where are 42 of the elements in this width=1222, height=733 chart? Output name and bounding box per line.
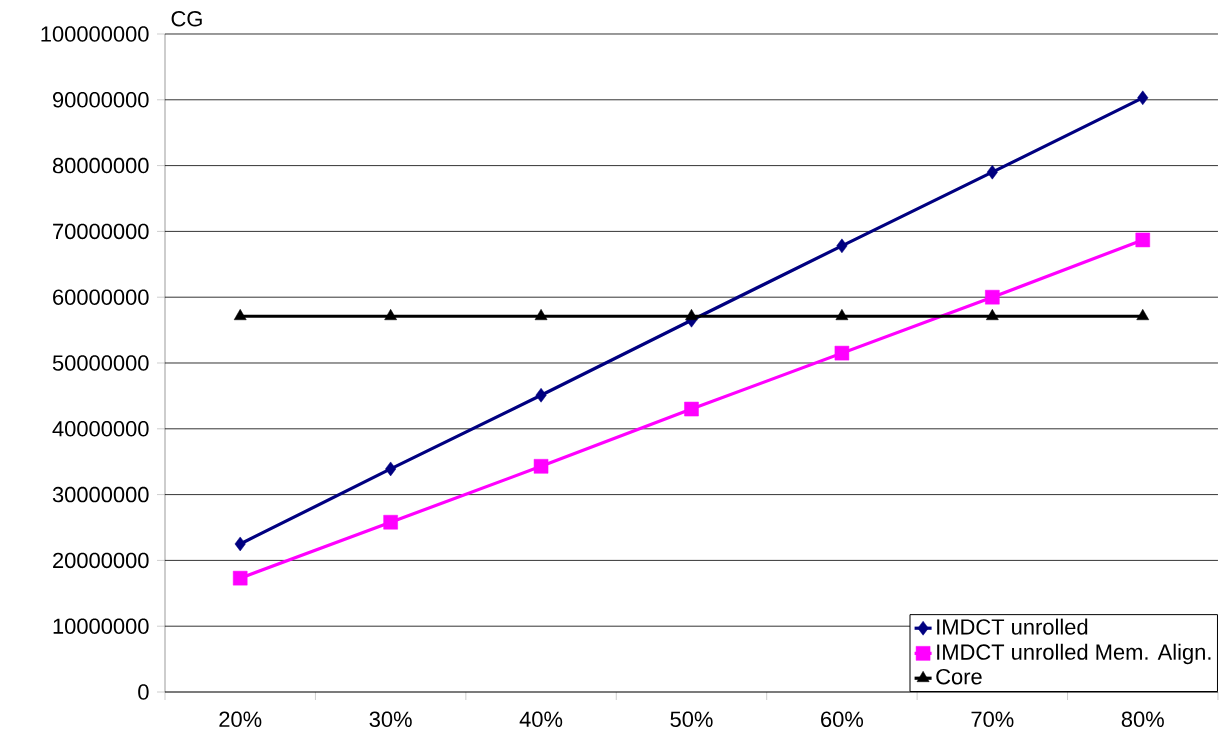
point <box>684 401 699 417</box>
y-tick-label: 70000000 <box>53 223 149 240</box>
x-tick-label: 20% <box>219 711 262 728</box>
point <box>985 289 1000 305</box>
point <box>1135 232 1150 248</box>
point <box>533 459 549 474</box>
point <box>836 238 848 254</box>
point <box>685 309 698 321</box>
x-tick-label: 30% <box>369 711 412 728</box>
point <box>234 536 246 552</box>
point <box>385 461 397 477</box>
x-tick-label: 80% <box>1121 711 1164 728</box>
y-tick-label: 80000000 <box>52 157 149 174</box>
y-tick-label: 100000000 <box>41 26 149 42</box>
point <box>384 309 397 321</box>
x-tick-label: 70% <box>971 711 1014 728</box>
y-tick-label: 30000000 <box>52 486 149 503</box>
point <box>835 309 849 321</box>
point <box>383 514 398 530</box>
point <box>233 309 247 321</box>
y-tick-label: 10000000 <box>53 618 149 634</box>
point <box>1136 309 1150 321</box>
point <box>1137 90 1149 106</box>
y-tick-label: 0 <box>138 684 149 700</box>
y-tick-label: 60000000 <box>53 289 149 305</box>
point <box>534 309 548 321</box>
legend-label: Core <box>936 668 982 685</box>
point <box>834 345 850 361</box>
x-tick-label: 60% <box>821 711 864 728</box>
point <box>535 387 547 403</box>
y-tick-label: 90000000 <box>53 92 149 108</box>
point <box>986 164 998 180</box>
x-tick-label: 40% <box>519 711 563 728</box>
y-tick-label: 40000000 <box>52 421 149 437</box>
y-axis-title: CG <box>171 10 202 27</box>
legend-label: IMDCT unrolled Mem. Align. <box>937 643 1211 665</box>
legend-label: IMDCT unrolled <box>937 618 1088 635</box>
point <box>232 570 248 586</box>
y-tick-label: 20000000 <box>53 552 149 569</box>
point <box>986 309 999 321</box>
x-tick-label: 50% <box>670 711 713 728</box>
y-tick-label: 50000000 <box>52 355 149 371</box>
